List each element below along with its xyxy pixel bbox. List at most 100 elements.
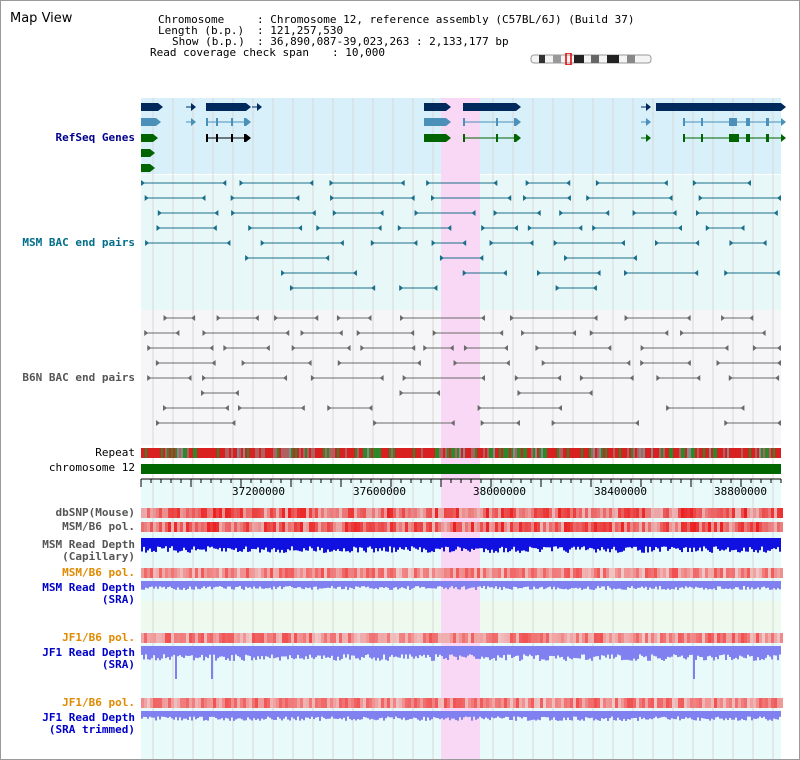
repeat-block (233, 448, 235, 458)
refseq-exon (141, 149, 150, 157)
polymorphism-cell (345, 522, 348, 532)
polymorphism-cell (384, 633, 387, 643)
repeat-block (767, 448, 769, 458)
track-label-msm-b6-pol-sra[interactable]: MSM/B6 pol. (62, 566, 135, 579)
read-depth-bar (153, 711, 155, 718)
read-depth-bar (593, 581, 595, 590)
bac-end-marker (740, 225, 745, 231)
polymorphism-cell (264, 568, 267, 578)
read-depth-bar (193, 711, 195, 717)
polymorphism-cell (696, 522, 699, 532)
track-label-dbsnp[interactable]: dbSNP(Mouse) (55, 506, 135, 519)
read-depth-bar (229, 711, 231, 721)
read-depth-bar (635, 711, 637, 718)
repeat-block (633, 448, 635, 458)
polymorphism-cell (288, 522, 291, 532)
read-depth-bar (543, 646, 545, 660)
read-depth-bar (213, 581, 215, 588)
track-label-msm-depth-capillary[interactable]: MSM Read Depth (42, 538, 135, 551)
bac-end-marker (777, 420, 781, 426)
read-depth-bar (745, 538, 747, 552)
polymorphism-cell (390, 633, 393, 643)
polymorphism-cell (321, 698, 324, 708)
repeat-block (749, 448, 751, 458)
polymorphism-cell (633, 508, 636, 518)
polymorphism-cell (603, 522, 606, 532)
polymorphism-cell (726, 508, 729, 518)
repeat-block (281, 448, 283, 458)
track-label-jf1-depth-trim[interactable]: JF1 Read Depth (42, 711, 135, 724)
track-label-chromosome[interactable]: chromosome 12 (48, 461, 135, 474)
polymorphism-cell (501, 568, 504, 578)
read-depth-bar (315, 711, 317, 718)
track-label-msm-b6-pol[interactable]: MSM/B6 pol. (62, 520, 135, 533)
read-depth-bar (187, 538, 189, 553)
read-depth-bar (531, 538, 533, 548)
polymorphism-cell (525, 633, 528, 643)
read-depth-bar (295, 711, 297, 721)
polymorphism-cell (504, 633, 507, 643)
read-depth-bar (435, 646, 437, 655)
track-label-msm-bac[interactable]: MSM BAC end pairs (22, 236, 135, 249)
track-label-refseq[interactable]: RefSeq Genes (55, 131, 135, 144)
read-depth-bar (253, 581, 255, 587)
polymorphism-cell (369, 568, 372, 578)
read-depth-bar (707, 711, 709, 720)
read-depth-bar (299, 646, 301, 659)
repeat-block (757, 448, 759, 458)
read-depth-bar (649, 538, 651, 547)
polymorphism-cell (702, 522, 705, 532)
read-depth-bar (647, 581, 649, 590)
polymorphism-cell (573, 698, 576, 708)
track-label-b6n-bac[interactable]: B6N BAC end pairs (22, 371, 135, 384)
repeat-block (753, 448, 755, 458)
refseq-exon (463, 103, 516, 111)
bac-end-marker (144, 330, 149, 336)
read-depth-bar (747, 538, 749, 552)
polymorphism-cell (753, 568, 756, 578)
bac-end-marker (316, 225, 321, 231)
chromosome-ideogram-icon[interactable] (529, 53, 653, 65)
track-label-jf1-depth-sra[interactable]: JF1 Read Depth (42, 646, 135, 659)
track-label-msm-depth-sra[interactable]: MSM Read Depth (42, 581, 135, 594)
show-key: Show (b.p.) (172, 35, 245, 48)
read-depth-bar (437, 581, 439, 587)
read-depth-bar (549, 711, 551, 721)
read-depth-bar (503, 711, 505, 718)
read-depth-bar (473, 538, 475, 550)
read-depth-bar (225, 711, 227, 718)
polymorphism-cell (264, 633, 267, 643)
polymorphism-cell (699, 633, 702, 643)
track-label-jf1-b6-pol[interactable]: JF1/B6 pol. (62, 631, 135, 644)
polymorphism-cell (543, 698, 546, 708)
polymorphism-cell (225, 568, 228, 578)
polymorphism-cell (654, 568, 657, 578)
repeat-block (649, 448, 651, 458)
bac-end-marker (471, 210, 476, 216)
read-depth-bar (659, 646, 661, 659)
read-depth-bar (549, 581, 551, 587)
polymorphism-cell (423, 508, 426, 518)
bac-end-marker (214, 210, 219, 216)
polymorphism-cell (540, 633, 543, 643)
read-depth-bar (621, 581, 623, 590)
read-depth-bar (483, 538, 485, 553)
polymorphism-cell (324, 568, 327, 578)
repeat-block (375, 448, 377, 458)
track-label-jf1-b6-pol-trim[interactable]: JF1/B6 pol. (62, 696, 135, 709)
read-depth-bar (507, 538, 509, 553)
read-depth-bar (207, 581, 209, 587)
polymorphism-cell (387, 633, 390, 643)
bac-end-marker (481, 225, 486, 231)
read-depth-bar (365, 646, 367, 655)
polymorphism-cell (246, 522, 249, 532)
read-depth-bar (447, 646, 449, 660)
polymorphism-cell (339, 522, 342, 532)
repeat-block (721, 448, 723, 458)
track-label-repeat[interactable]: Repeat (95, 446, 135, 459)
repeat-block (559, 448, 561, 458)
read-depth-bar (559, 581, 561, 589)
polymorphism-cell (270, 568, 273, 578)
read-depth-bar (449, 646, 451, 655)
